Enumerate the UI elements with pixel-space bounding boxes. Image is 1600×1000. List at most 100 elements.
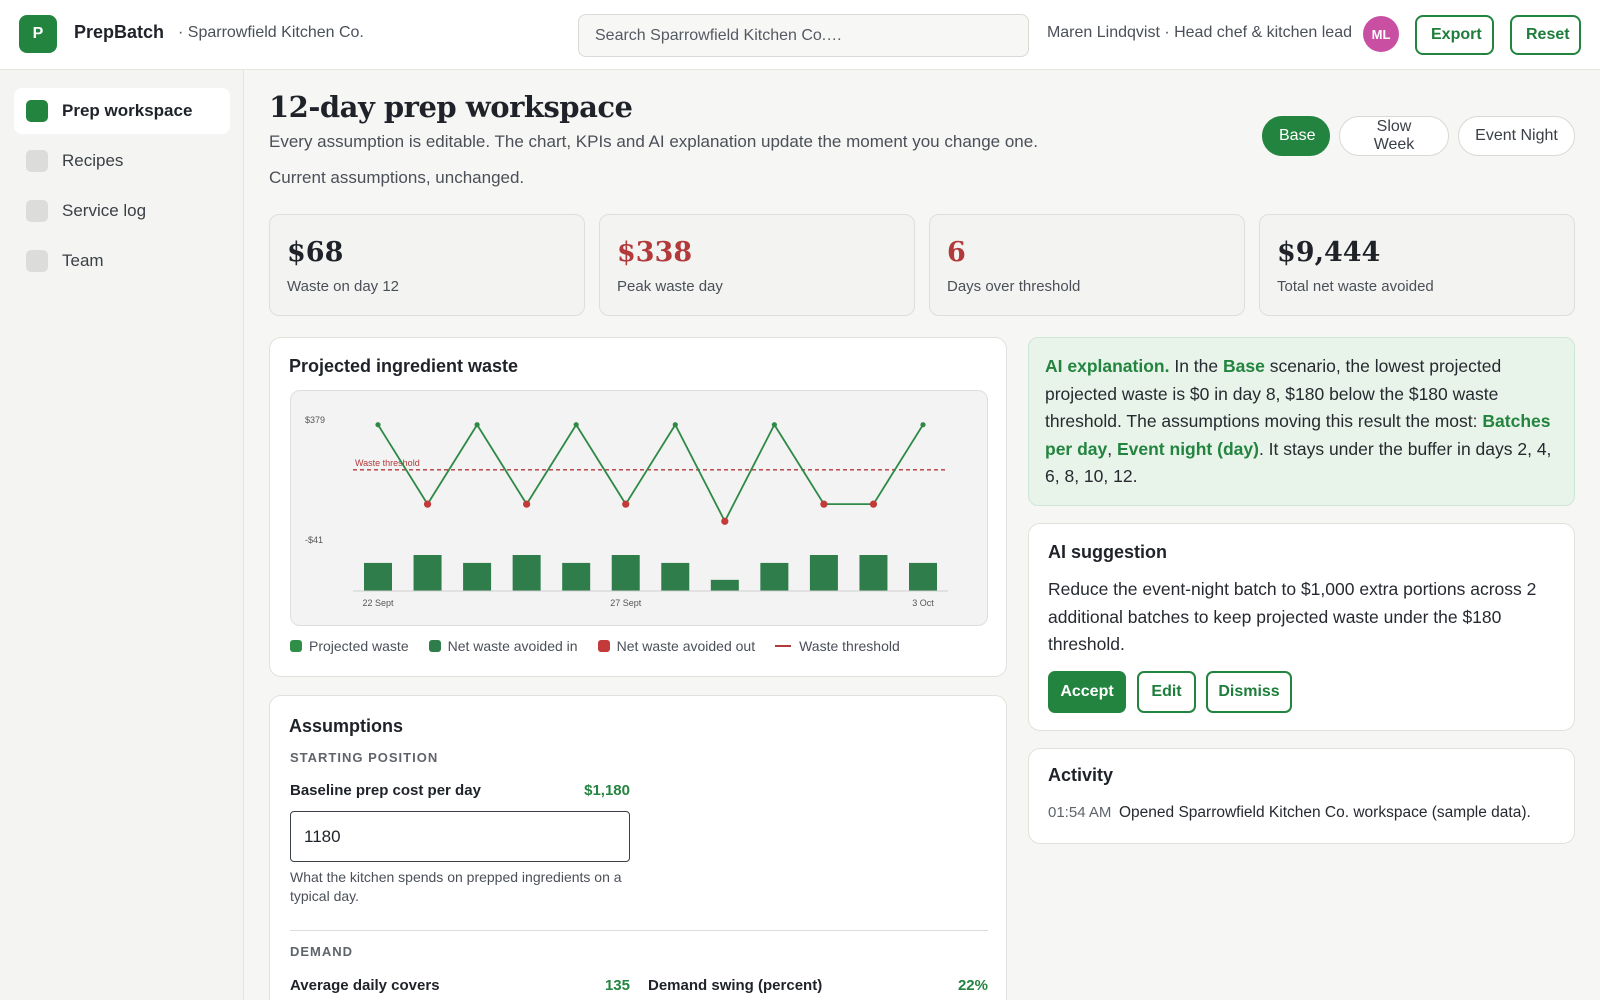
data-point bbox=[820, 500, 828, 508]
data-point bbox=[474, 422, 480, 428]
section-label-starting-position: STARTING POSITION bbox=[290, 750, 439, 765]
chart-card: Projected ingredient waste $379 -$41 Waste… bbox=[269, 337, 1007, 677]
assumptions-card: Assumptions STARTING POSITION Baseline p… bbox=[269, 695, 1007, 1000]
demand-swing-value: 22% bbox=[957, 977, 988, 994]
kpi-label: Waste on day 12 bbox=[287, 278, 400, 295]
activity-text: Opened Sparrowfield Kitchen Co. workspac… bbox=[1119, 804, 1531, 821]
ai-suggestion-card: AI suggestion Reduce the event-night bat… bbox=[1028, 523, 1575, 731]
scenario-event-night-tab[interactable]: Event Night bbox=[1458, 116, 1575, 156]
ai-explanation-text: , bbox=[1107, 438, 1117, 459]
org-name: · Sparrowfield Kitchen Co. bbox=[178, 24, 364, 41]
legend-item-projected-waste: Projected waste bbox=[290, 638, 409, 654]
bar bbox=[760, 562, 789, 591]
export-button[interactable]: Export bbox=[1415, 15, 1494, 55]
sidebar-item-label: Recipes bbox=[62, 151, 124, 170]
ai-explanation-lead: AI explanation. bbox=[1045, 356, 1170, 376]
prep-workspace-icon bbox=[26, 100, 48, 122]
kpi-value: $9,444 bbox=[1277, 237, 1381, 268]
edit-button[interactable]: Edit bbox=[1137, 671, 1196, 713]
legend-item-net-avoided-out: Net waste avoided out bbox=[597, 638, 756, 654]
sidebar-item-service-log[interactable]: Service log bbox=[14, 188, 230, 234]
kpi-label: Peak waste day bbox=[617, 278, 723, 295]
ai-explanation-text: . It stays under the buffer in days 2, 4… bbox=[1045, 438, 1552, 487]
sidebar-item-team[interactable]: Team bbox=[14, 238, 230, 284]
dismiss-button[interactable]: Dismiss bbox=[1206, 671, 1292, 713]
data-point bbox=[622, 500, 630, 508]
avatar[interactable]: ML bbox=[1363, 16, 1399, 52]
bar bbox=[562, 562, 591, 591]
chart-area: $379 -$41 Waste threshold 22 Sept 27 Sept 3 O… bbox=[290, 390, 988, 626]
data-point bbox=[920, 422, 926, 428]
baseline-cost-label: Baseline prep cost per day bbox=[290, 782, 481, 799]
user-name-role: Maren Lindqvist · Head chef & kitchen le… bbox=[1046, 24, 1352, 41]
baseline-cost-input[interactable] bbox=[290, 811, 630, 862]
legend-label: Waste threshold bbox=[799, 638, 900, 654]
reset-button[interactable]: Reset bbox=[1510, 15, 1581, 55]
app-name: PrepBatch bbox=[74, 22, 165, 42]
data-point bbox=[869, 500, 878, 508]
ai-explanation-text: In the bbox=[1169, 356, 1223, 376]
data-point bbox=[423, 500, 432, 508]
data-point bbox=[375, 422, 381, 428]
waste-chart: $379 -$41 Waste threshold 22 Sept 27 Sept 3 O… bbox=[305, 415, 948, 608]
sidebar-item-label: Service log bbox=[62, 201, 147, 220]
kpi-value: $68 bbox=[287, 237, 344, 268]
legend-swatch bbox=[290, 640, 302, 652]
section-label-demand: DEMAND bbox=[290, 944, 354, 959]
bar bbox=[413, 555, 442, 591]
accept-button[interactable]: Accept bbox=[1048, 671, 1126, 713]
data-point bbox=[672, 422, 678, 428]
legend-swatch bbox=[775, 645, 792, 647]
top-bar: P PrepBatch · Sparrowfield Kitchen Co. M… bbox=[0, 0, 1600, 70]
demand-swing-label: Demand swing (percent) bbox=[648, 977, 823, 994]
divider bbox=[290, 930, 988, 931]
data-point bbox=[771, 422, 777, 428]
kpi-card-days-over-threshold: 6 Days over threshold bbox=[929, 214, 1245, 316]
sidebar-item-label: Team bbox=[62, 251, 104, 270]
ai-explanation-driver: Event night (day) bbox=[1116, 438, 1259, 459]
service-log-icon bbox=[26, 200, 48, 222]
bar bbox=[710, 579, 739, 591]
sidebar-item-label: Prep workspace bbox=[62, 101, 193, 120]
sidebar-item-prep-workspace[interactable]: Prep workspace bbox=[14, 88, 230, 134]
legend-label: Projected waste bbox=[309, 638, 409, 654]
bar bbox=[364, 562, 392, 591]
y-tick-label: $379 bbox=[305, 415, 325, 425]
x-tick-label: 22 Sept bbox=[362, 598, 394, 608]
bar bbox=[611, 555, 640, 591]
legend-label: Net waste avoided out bbox=[616, 638, 756, 654]
daily-covers-value: 135 bbox=[604, 977, 630, 994]
chart-title: Projected ingredient waste bbox=[289, 356, 519, 376]
legend-item-waste-threshold: Waste threshold bbox=[775, 638, 900, 654]
threshold-label: Waste threshold bbox=[355, 458, 420, 468]
daily-covers-label: Average daily covers bbox=[290, 977, 440, 994]
data-point bbox=[721, 517, 729, 525]
kpi-value: $338 bbox=[617, 237, 693, 268]
legend-swatch bbox=[597, 640, 610, 652]
kpi-value: 6 bbox=[947, 237, 966, 268]
search-input[interactable] bbox=[578, 14, 1029, 57]
x-tick-label: 27 Sept bbox=[610, 598, 642, 608]
scenario-base-tab[interactable]: Base bbox=[1262, 116, 1330, 156]
bar bbox=[463, 562, 492, 591]
app-logo-icon: P bbox=[19, 15, 57, 53]
sidebar: Prep workspace Recipes Service log Team bbox=[0, 70, 244, 1000]
kpi-card-total-avoided: $9,444 Total net waste avoided bbox=[1259, 214, 1575, 316]
activity-time: 01:54 AM bbox=[1048, 804, 1112, 821]
ai-explanation-panel: AI explanation. In the Base scenario, th… bbox=[1028, 337, 1575, 506]
y-tick-label: -$41 bbox=[305, 535, 323, 545]
kpi-card-peak-waste: $338 Peak waste day bbox=[599, 214, 915, 316]
x-tick-label: 3 Oct bbox=[912, 598, 934, 608]
scenario-slow-week-tab[interactable]: Slow Week bbox=[1339, 116, 1449, 156]
sidebar-item-recipes[interactable]: Recipes bbox=[14, 138, 230, 184]
legend-label: Net waste avoided in bbox=[447, 638, 578, 654]
bar bbox=[909, 562, 937, 591]
ai-suggestion-title: AI suggestion bbox=[1048, 542, 1168, 562]
data-point bbox=[523, 500, 531, 508]
bar bbox=[661, 562, 690, 591]
activity-card: Activity 01:54 AM Opened Sparrowfield Ki… bbox=[1028, 748, 1575, 844]
ai-suggestion-text: Reduce the event-night batch to $1,000 e… bbox=[1048, 579, 1537, 654]
bar bbox=[859, 555, 888, 591]
bar bbox=[512, 555, 541, 591]
ai-explanation-driver: Batches per day bbox=[1045, 411, 1551, 459]
